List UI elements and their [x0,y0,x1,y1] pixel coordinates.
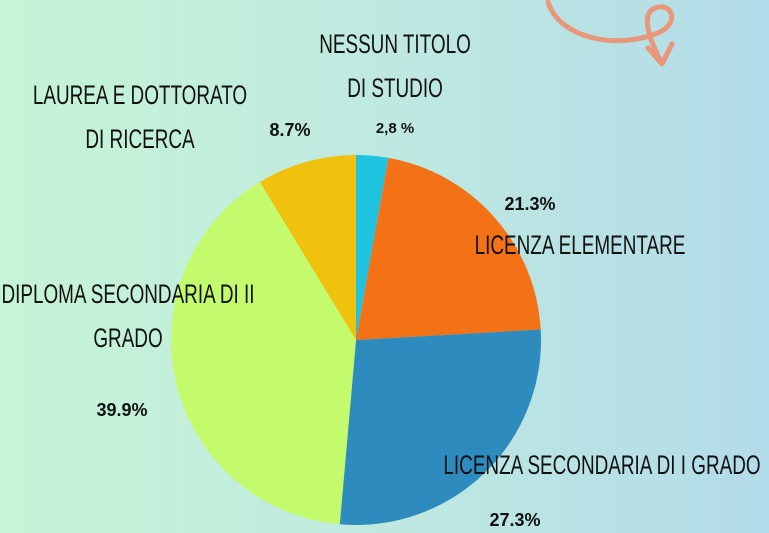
pie-slice [171,181,356,525]
pie-slice [339,329,541,526]
decorative-arrow-head [645,41,675,67]
value-label: 2,8 % [375,120,415,137]
decorative-arrow [545,0,675,63]
category-label: LAUREA E DOTTORATO DI RICERCA [32,80,248,154]
pie-slice [356,157,541,340]
pie-slice [259,155,356,340]
category-label: NESSUN TITOLO DI STUDIO [319,29,471,103]
category-label: LICENZA SECONDARIA DI I GRADO [443,450,761,480]
category-label: LICENZA ELEMENTARE [474,230,686,260]
category-label: DIPLOMA SECONDARIA DI II GRADO [1,279,255,353]
value-label: 21.3% [504,194,556,214]
value-label: 39.9% [96,400,148,420]
pie-slice [356,155,389,340]
value-label: 27.3% [489,510,541,530]
value-label: 8.7% [269,120,311,140]
